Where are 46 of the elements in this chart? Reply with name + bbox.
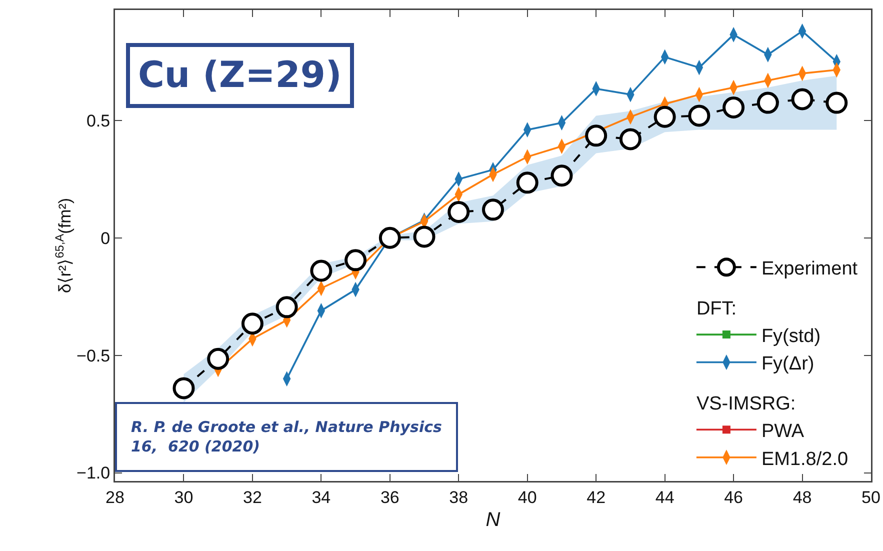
point [448, 201, 470, 224]
x-tick-label: 48 [792, 488, 812, 507]
legend-label: PWA [761, 421, 804, 442]
annotation: Cu (Z=29) [138, 55, 342, 96]
y-tick-label: 0 [100, 228, 110, 248]
point [826, 92, 848, 114]
point [413, 226, 436, 248]
point [688, 104, 710, 127]
x-tick-label: 32 [242, 488, 262, 507]
x-tick-label: 34 [312, 488, 331, 507]
point [756, 92, 779, 114]
point [344, 249, 367, 272]
x-axis-title: N [486, 509, 501, 532]
point [516, 172, 538, 194]
annotation: DFT: [696, 298, 737, 320]
legend-label: Experiment [761, 258, 858, 280]
annotation: R. P. de Groote et al., Nature Physics 16, 620 (2020) [131, 418, 442, 456]
y-tick-label: −1.0 [76, 464, 110, 483]
x-tick-label: 44 [655, 488, 674, 507]
x-tick-label: 42 [586, 488, 606, 507]
x-tick-label: 38 [449, 488, 468, 507]
point [791, 88, 814, 110]
x-tick-label: 28 [106, 488, 124, 507]
legend-label: EM1.8/2.0 [761, 448, 848, 470]
x-tick-label: 40 [518, 488, 537, 507]
x-tick-label: 30 [174, 488, 194, 507]
point [585, 124, 608, 147]
legend-label: Fy(std) [761, 326, 821, 347]
point [207, 348, 230, 370]
x-tick-label: 46 [724, 488, 744, 507]
point [722, 96, 745, 118]
point [654, 106, 676, 128]
x-tick-label: 50 [862, 488, 880, 507]
annotation: VS-IMSRG: [696, 393, 796, 414]
legend-label: Fy(Δr) [761, 354, 814, 375]
point [276, 296, 298, 318]
point [172, 377, 195, 400]
x-tick-label: 36 [380, 488, 400, 507]
point [378, 226, 401, 249]
point [619, 128, 642, 150]
point [241, 312, 264, 335]
point [482, 198, 504, 221]
point [310, 260, 332, 282]
point [550, 164, 573, 187]
y-tick-label: 0.5 [86, 111, 110, 130]
y-tick-label: −0.5 [76, 346, 110, 366]
